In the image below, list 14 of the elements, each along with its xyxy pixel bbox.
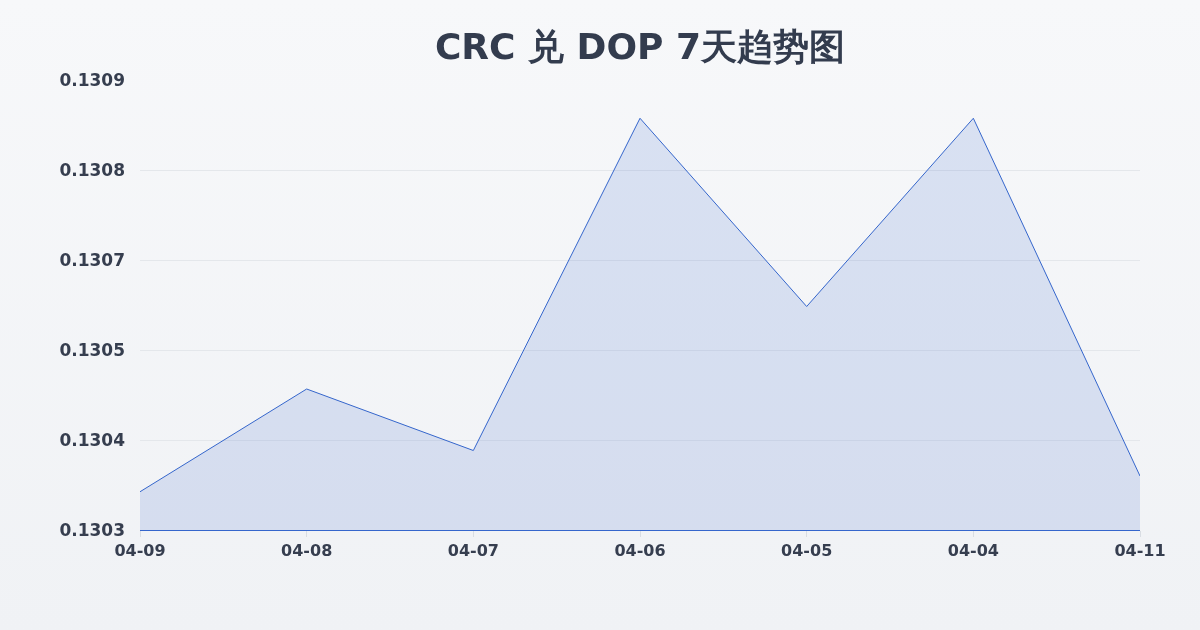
x-tick-label: 04-04 (947, 541, 999, 561)
x-tick-label: 04-11 (1114, 541, 1166, 561)
x-tick-label: 04-09 (114, 541, 166, 561)
x-tick-label: 04-08 (281, 541, 333, 561)
y-tick-label: 0.1309 (59, 69, 125, 90)
x-tick-label: 04-07 (447, 541, 499, 561)
x-tick-label: 04-05 (781, 541, 833, 561)
y-tick-label: 0.1308 (59, 159, 125, 180)
y-tick-label: 0.1307 (59, 249, 125, 270)
y-tick-label: 0.1304 (59, 429, 126, 450)
y-tick-label: 0.1305 (59, 339, 125, 360)
chart-title: CRC 兑 DOP 7天趋势图 (434, 25, 846, 67)
y-tick-label: 0.1303 (59, 519, 125, 540)
x-tick-label: 04-06 (614, 541, 666, 561)
